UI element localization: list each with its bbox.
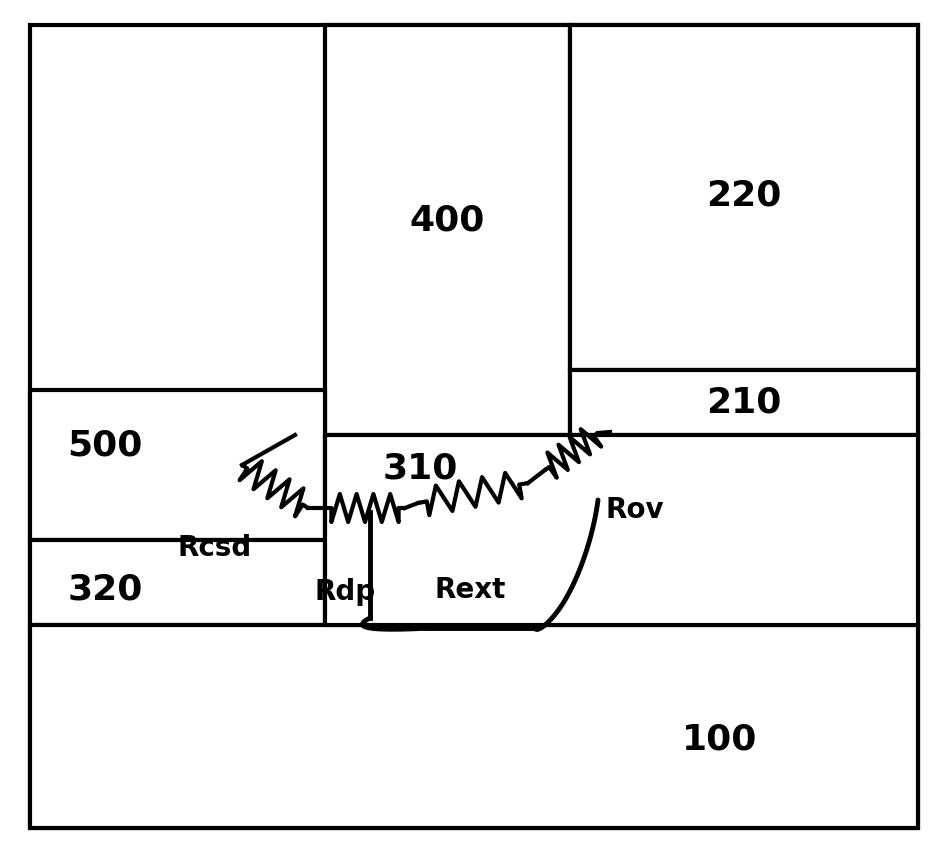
Bar xyxy=(30,625,918,828)
Bar xyxy=(30,540,325,625)
Bar xyxy=(570,370,918,435)
Bar xyxy=(325,435,918,625)
Text: 320: 320 xyxy=(67,573,143,607)
Text: 310: 310 xyxy=(382,451,458,485)
Text: Rdp: Rdp xyxy=(315,578,375,606)
Text: 220: 220 xyxy=(706,178,782,212)
Text: Rov: Rov xyxy=(606,496,665,524)
Text: Rcsd: Rcsd xyxy=(178,534,252,562)
Text: 500: 500 xyxy=(67,428,143,462)
Text: 400: 400 xyxy=(410,203,484,237)
Text: 100: 100 xyxy=(683,723,757,757)
Bar xyxy=(570,25,918,370)
Bar xyxy=(325,25,570,435)
Bar xyxy=(30,390,325,540)
Text: Rext: Rext xyxy=(434,576,505,604)
Text: 210: 210 xyxy=(706,385,782,419)
